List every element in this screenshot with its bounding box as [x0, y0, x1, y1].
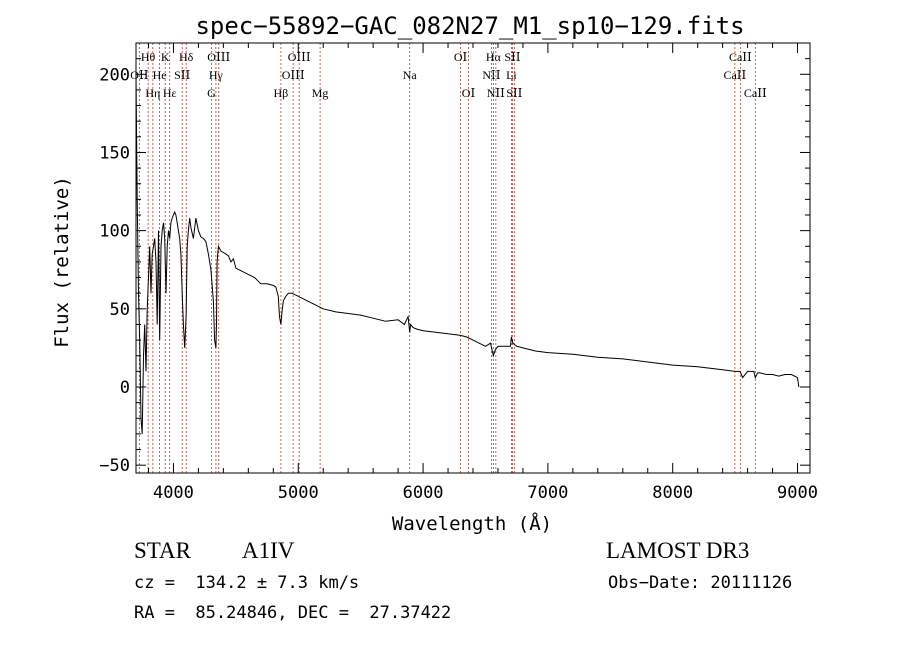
line-marker-label: OⅠⅠⅠ	[288, 50, 311, 64]
spectrum-line	[135, 74, 800, 434]
line-marker-label: Hβ	[274, 86, 289, 100]
x-axis-label: Wavelength (Å)	[392, 512, 552, 535]
line-marker-label: Hδ	[179, 50, 194, 64]
coordinates: RA = 85.24846, DEC = 27.37422	[134, 603, 452, 623]
object-subclass: A1IV	[242, 538, 295, 563]
obs-date: Obs−Date: 20111126	[608, 573, 793, 593]
redshift-text: cz = 134.2 ± 7.3 km/s	[134, 573, 360, 593]
line-marker-label: SⅠⅠ	[174, 68, 190, 82]
line-markers: OⅠⅠ Hθ Hη He K Hε SⅠⅠ Hδ G Hγ OⅠⅠⅠ Hβ OⅠⅠⅠ OⅠⅠⅠ Mg Na OⅠ…	[130, 43, 767, 473]
x-tick-label: 6000	[403, 483, 444, 503]
line-marker-label: G	[207, 86, 216, 100]
line-marker-label: OⅠ	[454, 50, 468, 64]
line-marker-label: Mg	[312, 86, 329, 100]
x-tick-label: 5000	[278, 483, 319, 503]
line-marker-label: He	[153, 68, 167, 82]
line-marker-label: Hγ	[209, 68, 224, 82]
line-marker-label: K	[161, 50, 170, 64]
line-marker-label: Hη	[145, 86, 160, 100]
line-marker-label: CaⅠⅠ	[723, 68, 746, 82]
line-marker-label: NⅠⅠ	[482, 68, 500, 82]
y-tick-label: −50	[99, 456, 130, 476]
chart-title: spec−55892−GAC_082N27_M1_sp10−129.fits	[195, 12, 744, 40]
axis-ticks: 4000 5000 6000 7000 8000 9000 −50 0 50 100 150 200	[99, 42, 818, 503]
line-marker-label: Hα	[486, 50, 502, 64]
y-tick-label: 50	[110, 300, 130, 320]
y-tick-label: 100	[99, 222, 130, 242]
line-marker-label: Hε	[163, 86, 177, 100]
x-tick-label: 8000	[652, 483, 693, 503]
line-marker-label: CaⅠⅠ	[729, 50, 752, 64]
y-tick-label: 150	[99, 143, 130, 163]
line-marker-label: SⅠⅠ	[506, 86, 522, 100]
line-marker-label: Hθ	[141, 50, 156, 64]
line-marker-label: Na	[403, 68, 418, 82]
line-marker-label: Li	[506, 68, 517, 82]
x-tick-label: 4000	[153, 483, 194, 503]
line-marker-label: NⅠⅠ	[487, 86, 505, 100]
line-marker-label: CaⅠⅠ	[744, 86, 767, 100]
x-tick-label: 7000	[527, 483, 568, 503]
line-marker-label: OⅠ	[462, 86, 476, 100]
y-tick-label: 200	[99, 65, 130, 85]
plot-frame	[135, 42, 811, 474]
survey-name: LAMOST DR3	[606, 538, 750, 563]
line-marker-label: OⅠⅠⅠ	[207, 50, 230, 64]
line-marker-label: OⅠⅠⅠ	[282, 68, 305, 82]
x-tick-label: 9000	[777, 483, 818, 503]
y-axis-label: Flux (relative)	[51, 176, 73, 348]
line-marker-label: SⅠⅠ	[504, 50, 520, 64]
y-tick-label: 0	[120, 378, 130, 398]
object-class: STAR	[134, 538, 191, 563]
line-marker-label: OⅠⅠ	[130, 68, 148, 82]
